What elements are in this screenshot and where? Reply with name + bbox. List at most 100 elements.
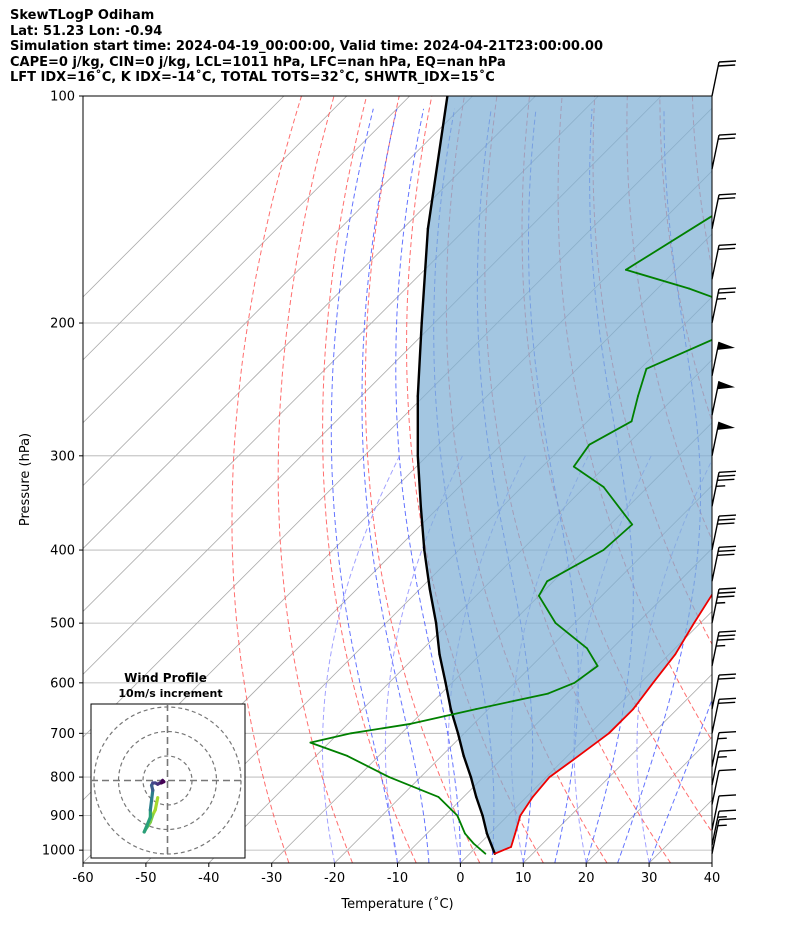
y-tick-label: 800 [50,771,75,786]
barb-full [717,638,735,641]
wind-barb [711,193,737,229]
wind-barb [711,545,737,582]
barb-full [718,247,736,250]
wind-barb [711,809,737,846]
barb-full [718,197,736,200]
moist-adiabat [648,698,712,863]
dewpoint-profile-segment [588,420,633,446]
dewpoint-profile-segment [714,306,737,339]
barb-staff [711,515,720,551]
dewpoint-profile-segment [572,443,591,468]
wind-barb [711,470,737,507]
barb-full [718,794,737,797]
temperature-profile-group [493,593,712,855]
barb-full [718,701,736,705]
dewpoint-profile-segment [546,549,605,583]
dry-adiabat [725,96,794,863]
barb-flag [717,381,735,390]
parcel-profile-segment [420,227,430,325]
y-tick-label: 100 [50,90,75,105]
barb-full [718,673,737,676]
isotherm-line [83,96,348,361]
x-tick-label: -10 [387,871,408,886]
dry-adiabat [277,96,353,863]
barb-staff [711,421,720,456]
wind-barb [711,60,737,97]
dewpoint-profile-segment [554,622,588,650]
hodograph-segment [153,796,160,812]
barb-full [718,545,737,548]
barb-staff [711,341,720,376]
barb-half [717,824,727,827]
x-tick-label: 0 [456,871,464,886]
barb-half [716,644,726,647]
barb-full [718,697,737,701]
barb-full [718,291,736,294]
wind-barb [711,673,737,710]
wind-barb [711,697,737,734]
barb-staff [711,472,720,507]
dewpoint-profile-segment [645,338,712,370]
isotherm-line [83,96,410,424]
y-axis-label: Pressure (hPa) [18,433,33,526]
barb-full [718,730,737,734]
params-line: CAPE=0 j/kg, CIN=0 j/kg, LCL=1011 hPa, L… [10,54,506,70]
barb-flag [717,421,735,430]
indices-line: LFT IDX=16˚C, K IDX=-14˚C, TOTAL TOTS=32… [10,70,495,85]
cape-shaded-area [417,96,712,854]
wind-barb [711,287,737,324]
dewpoint-profile-segment [309,732,352,744]
y-tick-label: 200 [50,317,75,332]
barb-half [716,601,726,604]
barb-flag [717,341,735,350]
wind-barb [711,630,737,667]
barb-staff [711,588,720,624]
barb-half [717,737,727,740]
wind-barb [711,730,737,767]
moist-adiabat [395,108,461,863]
axes: -60 -50 -40 -30 -20 -10 0 10 20 30 40 100 200 300 400 5… [18,90,720,913]
y-tick-label: 1000 [42,844,75,859]
wind-barb [711,381,735,416]
barb-staff [711,245,720,280]
temperature-profile-segment [693,593,712,624]
barb-full [717,553,735,556]
y-tick-label: 600 [50,676,75,691]
dewpoint-profile-segment [572,465,605,488]
figure-title: SkewTLogP Odiham [10,8,155,23]
y-tick-label: 900 [50,809,75,824]
temperature-profile-segment [493,846,513,855]
barb-full [718,749,737,752]
barb-full [718,677,736,680]
parcel-profile-segment [449,707,460,735]
barb-full [717,522,735,525]
y-tick-label: 400 [50,544,75,559]
barb-full [718,470,737,474]
dewpoint-profile-segment [688,287,712,298]
wind-barb [711,587,737,624]
barb-full [718,474,736,478]
dewpoint-profile-segment [630,395,639,423]
temperature-profile-segment [674,622,695,656]
barb-staff [711,61,720,97]
dewpoint-profile-segment [456,814,466,835]
wind-barb [711,749,737,786]
barb-staff [711,194,720,229]
temperature-profile-segment [632,681,654,710]
figure-header: SkewTLogP Odiham Lat: 51.23 Lon: -0.94 S… [10,8,603,86]
parcel-profile-group [416,96,496,855]
dewpoint-profile-segment [637,367,648,398]
barb-staff [711,631,720,667]
dry-adiabat [322,96,417,863]
temperature-profile-segment [571,732,610,762]
profiles [309,96,737,855]
barb-staff [711,674,720,710]
barb-staff [711,134,720,170]
parcel-profile-segment [485,832,496,855]
barb-half [716,297,727,300]
dewpoint-profile-group [309,215,737,855]
temperature-profile-segment [548,759,574,778]
parcel-profile-segment [416,321,423,398]
x-tick-label: 10 [515,871,532,886]
barb-half [716,485,726,488]
